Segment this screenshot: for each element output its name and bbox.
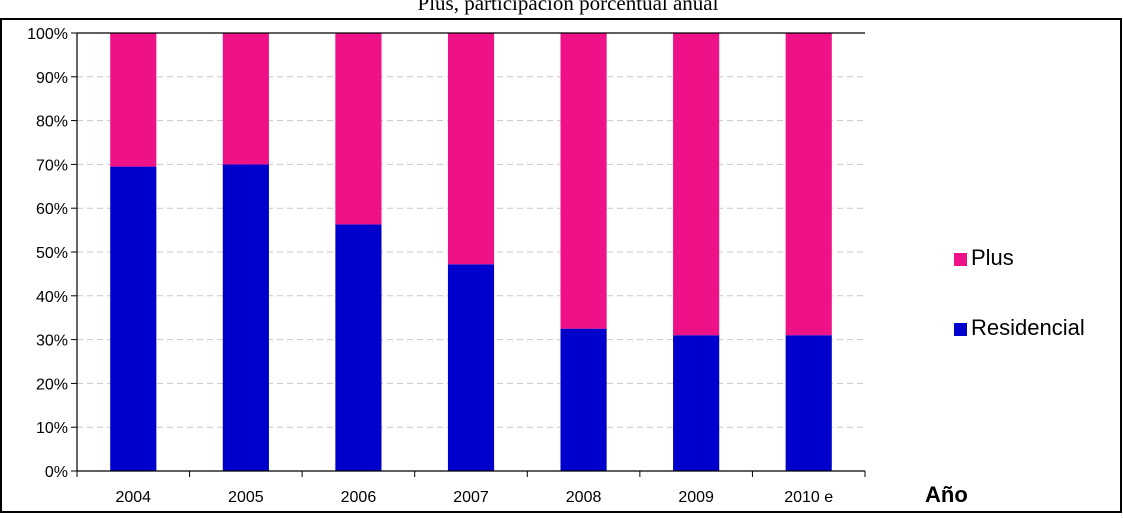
legend-swatch-residencial: [954, 323, 967, 336]
x-tick-label: 2007: [453, 489, 489, 506]
x-tick-label: 2010 e: [784, 489, 833, 506]
legend-label-residencial: Residencial: [971, 315, 1085, 340]
axes: 0% 10% 20% 30% 40% 50% 60% 70% 80% 90% 100% 2004 200…: [27, 26, 866, 506]
y-tick-label: 50%: [36, 245, 68, 262]
bar-plus-2010e: [785, 33, 832, 336]
bar-plus-2005: [222, 33, 269, 165]
legend: Plus Residencial: [954, 245, 1085, 340]
x-tick-label: 2005: [228, 489, 264, 506]
bar-residencial-2006: [335, 224, 382, 471]
y-tick-label: 20%: [36, 376, 68, 393]
bar-plus-2006: [335, 33, 382, 225]
x-tick-label: 2004: [115, 489, 151, 506]
legend-label-plus: Plus: [971, 245, 1014, 270]
y-tick-label: 100%: [27, 26, 68, 43]
bar-plus-2009: [673, 33, 720, 336]
bar-plus-2004: [110, 33, 157, 167]
bar-residencial-2010e: [785, 335, 832, 471]
bar-plus-2008: [560, 33, 607, 329]
y-tick-label: 80%: [36, 114, 68, 131]
bar-plus-2007: [447, 33, 495, 265]
chart-frame: [0, 18, 1122, 513]
y-tick-label: 90%: [36, 70, 68, 87]
bar-residencial-2007: [447, 264, 495, 471]
x-tick-label: 2008: [566, 489, 602, 506]
y-tick-label: 10%: [36, 420, 68, 437]
y-tick-label: 0%: [45, 464, 68, 481]
x-axis-title: Año: [925, 482, 968, 507]
bar-residencial-2009: [673, 335, 720, 471]
x-tick-label: 2006: [341, 489, 377, 506]
legend-swatch-plus: [954, 253, 967, 266]
y-tick-label: 40%: [36, 289, 68, 306]
x-tick-label: 2009: [678, 489, 714, 506]
bar-residencial-2004: [110, 166, 157, 471]
y-tick-label: 70%: [36, 157, 68, 174]
bars: [110, 33, 832, 471]
bar-residencial-2008: [560, 328, 607, 471]
y-tick-label: 30%: [36, 333, 68, 350]
y-tick-label: 60%: [36, 201, 68, 218]
chart-title: Plus, participación porcentual anual: [418, 0, 719, 15]
bar-residencial-2005: [222, 164, 269, 471]
